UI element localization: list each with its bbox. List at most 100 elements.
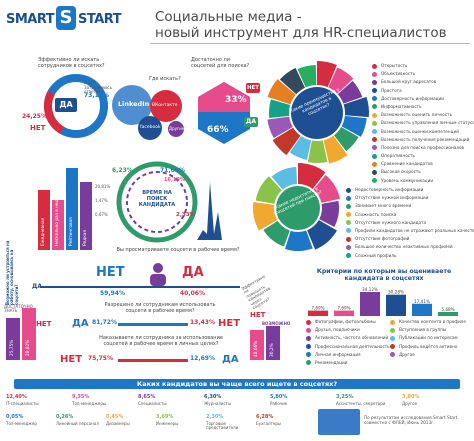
bottom-label: Торговые представители <box>206 421 239 431</box>
ring1-legend-dot <box>372 153 377 159</box>
bar-left-2-label: Несколько раз в неделю <box>55 190 60 246</box>
ring1-segment <box>267 116 293 138</box>
ring1-segment <box>341 115 367 137</box>
bottom-pct: 2,30% <box>206 414 224 420</box>
ring1-legend-label: Открытость <box>381 63 408 68</box>
criteria-legend-item: Публикации по интересам <box>390 334 466 342</box>
ring1-legend-dot <box>372 169 377 175</box>
ring1-legend-label: Возможность оценки компетенций <box>381 128 459 134</box>
bottom-label: Дизайнеры <box>106 421 130 426</box>
time-yes: НЕТ <box>96 265 125 280</box>
bottom-pct: 0,05% <box>6 414 24 420</box>
ring2-legend-item: Сложность поиска <box>346 211 474 219</box>
criteria-legend-b: Качество контента в профиле Вступления в … <box>390 318 466 359</box>
criteria-legend-dot <box>306 352 311 358</box>
ring1-segment <box>334 127 359 152</box>
q2-fb-label: facebook <box>140 125 161 130</box>
ring2-legend-item: Занимает много времени <box>346 202 474 210</box>
ring1-legend-item: Простота <box>372 87 474 95</box>
criteria-legend-label: Вступления в группы <box>399 327 447 333</box>
ring1-segment <box>307 140 328 163</box>
ring1-legend-label: Большой круг адресатов <box>381 79 437 85</box>
clock-ticks <box>126 171 188 233</box>
criteria-legend-label: Публикации по интересам <box>399 335 458 341</box>
ring2-legend-dot <box>346 212 351 218</box>
clock-pct-top-right: 71,60% <box>160 167 185 174</box>
q1-no-tag: НЕТ <box>30 124 46 132</box>
criteria-bar <box>308 310 328 316</box>
clock-rim <box>116 161 198 243</box>
spike-shape <box>197 182 222 240</box>
ring1-legend-item: Полезно для поиска профессионалов <box>372 144 474 152</box>
ring2-legend-dot <box>346 203 351 209</box>
ring2-legend-label: Отсутствие нужного кандидата <box>355 219 427 225</box>
right-no: НЕТ <box>250 311 266 319</box>
criteria-legend-a: Фотографии, фотоальбомы Друзья, подписчик… <box>306 318 390 367</box>
ring2-segment <box>313 175 340 203</box>
pair2-yes-pct: 12,69% <box>190 355 215 362</box>
criteria-legend-label: Профиль ведётся активно <box>399 343 458 349</box>
criteria-legend-dot <box>390 335 395 341</box>
criteria-bar-label: 34,12% <box>362 287 378 292</box>
bottom-bottom-labels: Топ-менеджер Линейный персонал Дизайнеры Ин… <box>6 421 306 434</box>
bottom-pct: 9,35% <box>72 394 90 400</box>
time-side-label: Эффективно ли повышать кандидатов через … <box>240 273 272 311</box>
ring1-legend-label: Уровень коммуникации <box>381 177 434 183</box>
ring1-segment <box>297 65 317 88</box>
ring1-legend-item: Информативность <box>372 103 474 111</box>
source-badge <box>318 409 360 435</box>
q1-question: Эффективно ли искать сотрудников в соцсе… <box>38 57 105 69</box>
left-no: НЕТ <box>36 320 52 328</box>
ring2-legend-dot <box>346 187 351 193</box>
ring2-legend: Недостоверность информации Отсутствие нуж… <box>346 186 474 260</box>
bar-left-4-label: Редкая <box>83 229 88 246</box>
ring1-legend-dot <box>372 178 377 184</box>
bottom-label: Топ-менеджер <box>6 421 37 426</box>
q2-other-bubble <box>168 121 184 137</box>
ring2-legend-item: Отсутствие фотографий <box>346 235 474 243</box>
q2-linkedin-label: LinkedIn <box>118 100 150 108</box>
ring2-segment <box>255 176 282 204</box>
left-bar-1: 25,75% <box>6 318 20 360</box>
bottom-label: Инженеры <box>156 421 179 426</box>
pair2-question: Наказываете ли сотрудника за использован… <box>99 335 223 347</box>
ring1-segment <box>272 127 301 156</box>
ring1-legend-label: Простота <box>381 87 402 93</box>
ring2-segment <box>263 220 290 247</box>
pair2-no-bar <box>118 359 188 362</box>
criteria-legend-dot <box>306 335 311 341</box>
ring1-legend-label: Полезно для поиска профессионалов <box>381 144 465 150</box>
pair1-yes: ДА <box>72 318 89 329</box>
ring2-segment <box>284 230 313 251</box>
ring1-legend-item: Сравнение кандидатов <box>372 160 474 168</box>
ring1-legend-item: Высокая скорость <box>372 168 474 176</box>
pair1-yes-bar <box>118 323 188 326</box>
criteria-legend-label: Рекомендации <box>315 359 348 365</box>
time-yes-pct: 59,94% <box>100 290 125 297</box>
ring2-segment <box>298 163 326 189</box>
ring2-legend-label: Большое количество неактивных профилей <box>355 244 453 250</box>
q2-vk-label: ВКонтакте <box>152 103 178 108</box>
bottom-pct: 6,28% <box>256 414 274 420</box>
bottom-label: Специалисты <box>138 401 167 406</box>
ring1-legend-label: Возможность получения рекомендаций <box>381 136 470 142</box>
source-note: По результатам исследования Smart Start … <box>364 415 458 425</box>
bottom-label: Рабочие <box>270 401 288 406</box>
pair1-question: Разрешено ли сотрудникам использовать со… <box>104 302 216 314</box>
criteria-legend-label: Активность, частота обновлений <box>315 335 389 341</box>
ring1-segment <box>323 135 348 164</box>
criteria-bar-label: 7,69% <box>311 306 324 311</box>
bar-left-1-label: Ежедневная <box>41 217 46 246</box>
ring2-legend-item: Отсутствие нужной информации <box>346 194 474 202</box>
criteria-bar-label: 30,28% <box>388 290 404 295</box>
ring2-chart <box>253 163 340 251</box>
ring1-legend-item: Большой круг адресатов <box>372 78 474 86</box>
left-bar-1-pct: 25,75% <box>10 339 15 356</box>
ring2-legend-label: Недостоверность информации <box>355 187 424 192</box>
q1-other-label: Затрудняюсь ответить <box>84 85 112 95</box>
criteria-legend-dot <box>306 360 311 366</box>
q3-no-tag: НЕТ <box>246 83 260 93</box>
ring2-legend-dot <box>346 195 351 201</box>
ring1-segment <box>337 80 363 104</box>
left-vertical-question: Возможно ли устроиться на работу, основы… <box>5 240 19 305</box>
